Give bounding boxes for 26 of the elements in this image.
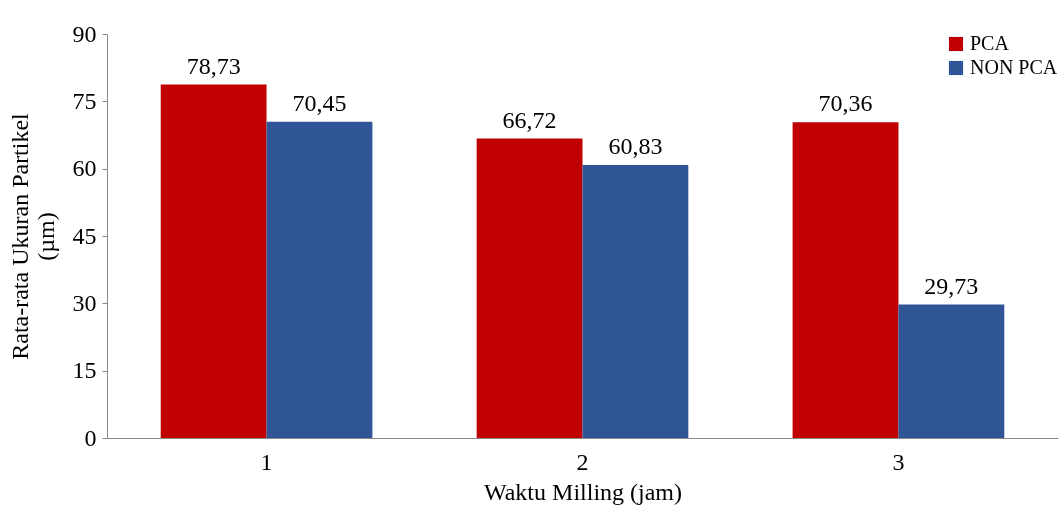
y-axis-title: Rata-rata Ukuran Partikel (µm) <box>6 112 59 360</box>
y-tick-label: 75 <box>72 87 97 114</box>
y-tick-label: 45 <box>72 222 97 249</box>
data-label: 66,72 <box>502 106 557 133</box>
bar <box>792 122 899 438</box>
data-label: 70,45 <box>292 89 347 116</box>
y-tick-label: 30 <box>72 289 97 316</box>
x-tick-label: 3 <box>892 448 905 475</box>
x-tick-label: 2 <box>576 448 589 475</box>
y-tick-label: 0 <box>84 424 97 451</box>
legend-label: PCA <box>970 32 1010 54</box>
y-tick-label: 60 <box>72 155 97 182</box>
data-label: 29,73 <box>924 272 979 299</box>
y-tick-label: 15 <box>72 357 97 384</box>
bar <box>582 164 689 438</box>
x-tick-label: 1 <box>260 448 273 475</box>
legend-label: NON PCA <box>970 56 1058 78</box>
data-label: 60,83 <box>608 132 663 159</box>
bar <box>898 304 1005 438</box>
x-axis-title: Waktu Milling (jam) <box>483 478 683 505</box>
bar <box>476 138 583 438</box>
data-label: 78,73 <box>186 52 241 79</box>
bar <box>266 121 373 438</box>
bar <box>160 84 267 438</box>
y-tick-label: 90 <box>72 20 97 47</box>
data-label: 70,36 <box>818 90 873 117</box>
